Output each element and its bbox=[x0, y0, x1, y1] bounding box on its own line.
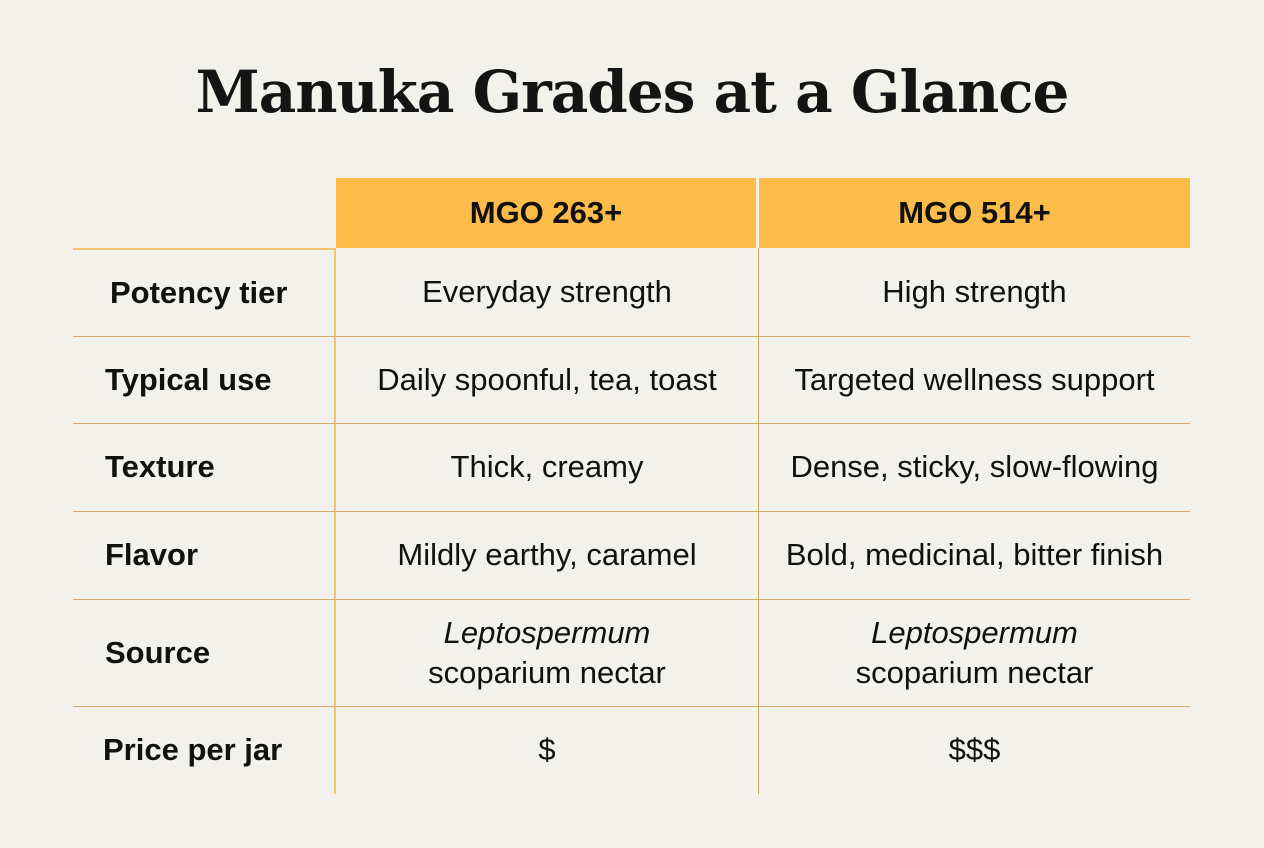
row-label-texture: Texture bbox=[73, 423, 336, 511]
table-cell: Targeted wellness support bbox=[759, 336, 1190, 423]
source-genus: Leptospermum bbox=[443, 614, 651, 650]
page-title: Manuka Grades at a Glance bbox=[195, 58, 1070, 126]
column-header-mgo-514: MGO 514+ bbox=[759, 178, 1190, 248]
row-label-flavor: Flavor bbox=[73, 511, 336, 599]
table-cell: $$$ bbox=[759, 706, 1190, 794]
table-cell: Daily spoonful, tea, toast bbox=[336, 336, 759, 423]
source-detail: scoparium nectar bbox=[855, 655, 1094, 690]
table-cell: $ bbox=[336, 706, 759, 794]
table-cell: Mildly earthy, caramel bbox=[336, 511, 759, 599]
column-header-mgo-263: MGO 263+ bbox=[336, 178, 759, 248]
table-cell: Dense, sticky, slow-flowing bbox=[759, 423, 1190, 511]
table-cell: Everyday strength bbox=[336, 248, 759, 336]
table-cell: High strength bbox=[882, 273, 1067, 309]
table-cell: Bold, medicinal, bitter finish bbox=[759, 511, 1190, 599]
row-label-typical-use: Typical use bbox=[73, 336, 336, 423]
table-cell: Thick, creamy bbox=[336, 423, 759, 511]
row-label-source: Source bbox=[73, 599, 336, 706]
source-detail: scoparium nectar bbox=[428, 655, 666, 690]
comparison-table: MGO 263+ MGO 514+ Potency tier Everyday … bbox=[73, 178, 1190, 794]
source-genus: Leptospermum bbox=[871, 614, 1078, 650]
row-label-potency-tier: Potency tier bbox=[73, 248, 336, 336]
table-corner bbox=[73, 178, 336, 248]
table-cell: Leptospermum scoparium nectar bbox=[336, 599, 759, 706]
table-cell: Leptospermum scoparium nectar bbox=[759, 599, 1190, 706]
row-label-price-per-jar: Price per jar bbox=[73, 706, 336, 794]
